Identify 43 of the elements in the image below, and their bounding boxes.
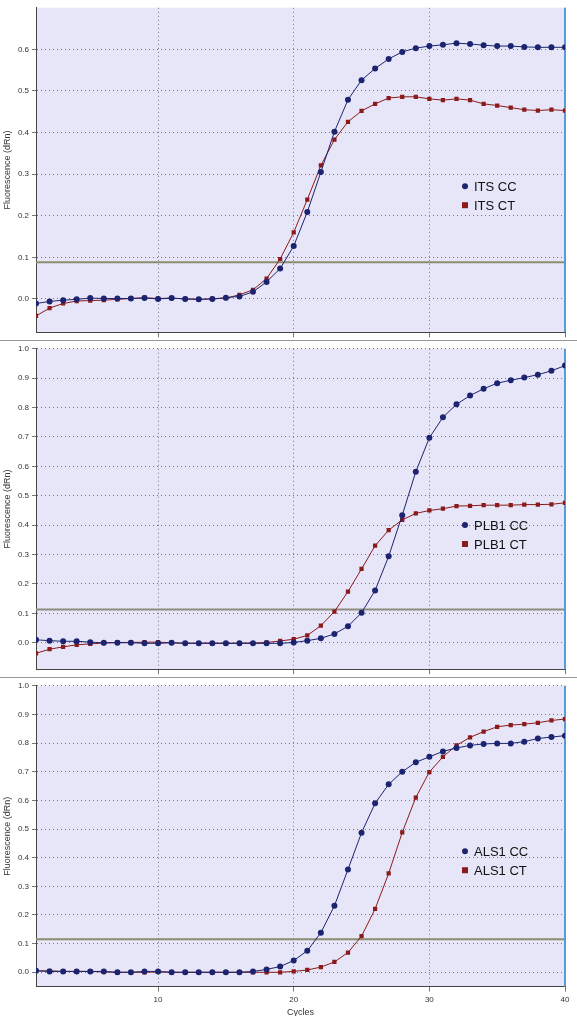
y-tick-label: 0.0 [17, 637, 30, 647]
legend-label: PLB1 CC [474, 517, 529, 533]
y-tick-label: 0.8 [17, 402, 30, 412]
y-tick-label: 0.6 [17, 44, 30, 54]
y-tick-label: 0.6 [17, 795, 30, 805]
y-tick-label: 1.0 [17, 681, 30, 690]
y-tick-label: 0.5 [17, 824, 30, 834]
y-tick-label: 0.7 [17, 432, 30, 442]
legend-label: ITS CT [474, 197, 516, 213]
y-axis-title: Fluorescence (dRn) [1, 130, 12, 210]
y-tick-label: 0.2 [17, 210, 30, 220]
y-tick-label: 0.2 [17, 579, 30, 589]
x-tick-label: 30 [424, 994, 435, 1004]
y-axis-title: Fluorescence (dRn) [1, 469, 12, 549]
legend-label: ITS CC [474, 178, 517, 194]
y-tick-label: 0.3 [17, 169, 30, 179]
y-tick-label: 0.9 [17, 373, 30, 383]
y-tick-label: 1.0 [17, 344, 30, 353]
x-tick-label: 20 [289, 994, 299, 1004]
y-tick-label: 0.1 [17, 608, 30, 618]
y-tick-label: 0.0 [17, 967, 30, 977]
y-tick-label: 0.1 [17, 938, 30, 948]
x-axis-title: Cycles [286, 1007, 315, 1016]
legend-label: ALS1 CT [474, 862, 527, 878]
y-tick-label: 0.5 [17, 86, 30, 96]
y-tick-label: 0.2 [17, 910, 30, 920]
y-tick-label: 0.4 [17, 852, 30, 862]
y-tick-label: 0.6 [17, 461, 30, 471]
y-tick-label: 0.3 [17, 881, 30, 891]
x-tick-label: 40 [560, 994, 570, 1004]
y-tick-label: 0.4 [17, 520, 30, 530]
y-axis-title: Fluorescence (dRn) [1, 796, 12, 876]
y-tick-label: 0.4 [17, 127, 30, 137]
legend-label: ALS1 CC [474, 843, 529, 859]
y-tick-label: 0.1 [17, 252, 30, 262]
legend-label: PLB1 CT [474, 536, 527, 552]
y-tick-label: 0.9 [17, 709, 30, 719]
y-tick-label: 0.7 [17, 766, 30, 776]
x-tick-label: 10 [153, 994, 164, 1004]
y-tick-label: 0.0 [17, 294, 30, 304]
y-tick-label: 0.8 [17, 738, 30, 748]
y-tick-label: 0.3 [17, 549, 30, 559]
y-tick-label: 0.5 [17, 490, 30, 500]
